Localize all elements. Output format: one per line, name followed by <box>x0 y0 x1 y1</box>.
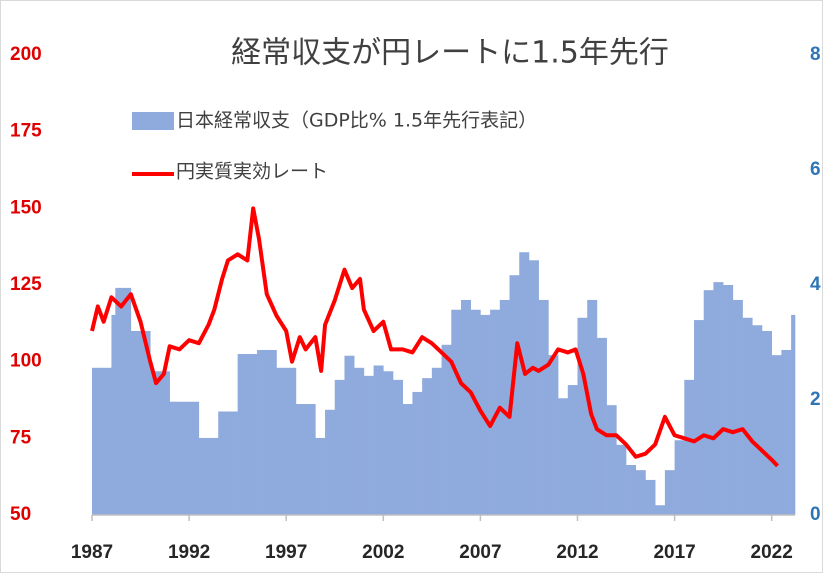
line <box>90 206 779 468</box>
bar <box>325 409 336 515</box>
bar <box>470 309 481 515</box>
bar <box>694 320 705 515</box>
y-tick-label: 175 <box>10 121 42 142</box>
bar <box>130 331 151 515</box>
y2-tick-label: 8 <box>810 44 821 65</box>
bar <box>781 349 792 515</box>
bar <box>519 252 530 515</box>
y-tick-label: 200 <box>10 44 42 65</box>
bar <box>218 411 238 515</box>
bar <box>626 464 637 515</box>
bar <box>354 367 365 515</box>
bar <box>169 401 200 515</box>
bar <box>761 331 772 515</box>
x-tick-label: 2007 <box>459 542 501 563</box>
x-tick-label: 2012 <box>556 542 598 563</box>
bar <box>606 405 617 515</box>
bar <box>334 379 345 515</box>
bar <box>451 309 462 515</box>
bar <box>596 337 607 515</box>
bar <box>742 317 753 515</box>
bar <box>752 325 763 515</box>
legend-entry: 円実質実効レート <box>176 161 328 183</box>
bar <box>713 282 724 515</box>
legend-entry: 日本経常収支（GDP比% 1.5年先行表記） <box>176 110 537 132</box>
bar <box>645 479 656 515</box>
bar <box>732 299 743 515</box>
bar <box>237 354 258 515</box>
bar <box>431 367 442 515</box>
y-tick-label: 150 <box>10 197 42 218</box>
bar <box>383 371 394 515</box>
bar <box>257 349 277 515</box>
bar <box>791 314 796 515</box>
bar <box>548 355 559 515</box>
bar <box>460 299 471 515</box>
y2-tick-label: 2 <box>810 389 821 410</box>
y-tick-label: 50 <box>10 504 31 525</box>
chart-title: 経常収支が円レートに1.5年先行 <box>231 36 669 71</box>
bar <box>723 285 734 515</box>
bar <box>771 355 782 515</box>
bar <box>567 385 578 515</box>
legend-swatch-bar <box>132 112 174 130</box>
bar <box>276 367 297 515</box>
x-tick-label: 1997 <box>265 542 307 563</box>
bar <box>703 290 714 515</box>
bar <box>684 379 695 515</box>
bar <box>198 437 219 515</box>
bar <box>577 317 588 515</box>
y2-tick-label: 0 <box>810 504 821 525</box>
bar <box>664 470 675 515</box>
x-tick-label: 1987 <box>71 542 113 563</box>
bar <box>587 299 598 515</box>
x-tick-label: 1992 <box>168 542 210 563</box>
bar <box>422 378 433 515</box>
bar <box>412 391 423 515</box>
bar <box>528 260 539 515</box>
bar <box>509 275 520 515</box>
x-tick-label: 2017 <box>653 542 695 563</box>
bar <box>373 365 384 515</box>
x-tick-label: 2022 <box>751 542 793 563</box>
bar <box>441 344 452 515</box>
bar <box>344 355 355 515</box>
bar <box>499 299 510 515</box>
bar <box>111 314 116 515</box>
y-tick-label: 100 <box>10 351 42 372</box>
bar <box>115 287 132 515</box>
bar <box>92 367 112 515</box>
bar <box>616 444 627 515</box>
bar <box>635 470 646 515</box>
bar <box>393 379 404 515</box>
y-tick-label: 75 <box>10 427 32 448</box>
bar <box>315 437 326 515</box>
bar <box>655 505 666 515</box>
bar <box>150 371 170 515</box>
bar <box>538 299 549 515</box>
bar <box>363 375 374 515</box>
y2-tick-label: 6 <box>810 159 821 180</box>
bar <box>674 440 685 515</box>
x-tick-label: 2002 <box>362 542 404 563</box>
bar <box>295 404 316 515</box>
bar <box>558 398 569 515</box>
bar <box>402 404 413 515</box>
y2-tick-label: 4 <box>810 274 821 295</box>
y-tick-label: 125 <box>10 274 42 295</box>
